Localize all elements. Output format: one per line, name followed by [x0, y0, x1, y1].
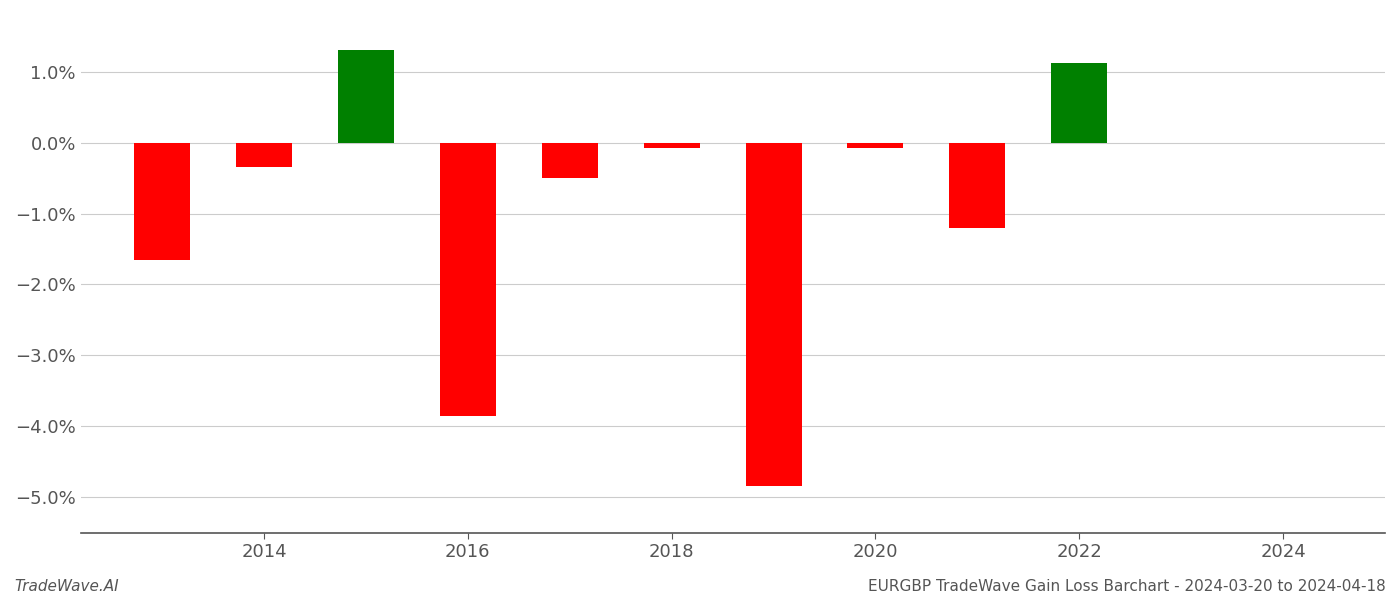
Bar [746, 143, 802, 487]
Bar [337, 50, 393, 143]
Bar [949, 143, 1005, 228]
Bar [1051, 63, 1107, 143]
Bar [847, 143, 903, 148]
Bar [134, 143, 190, 260]
Bar [644, 143, 700, 148]
Text: EURGBP TradeWave Gain Loss Barchart - 2024-03-20 to 2024-04-18: EURGBP TradeWave Gain Loss Barchart - 20… [868, 579, 1386, 594]
Bar [542, 143, 598, 178]
Bar [237, 143, 293, 167]
Text: TradeWave.AI: TradeWave.AI [14, 579, 119, 594]
Bar [440, 143, 496, 416]
